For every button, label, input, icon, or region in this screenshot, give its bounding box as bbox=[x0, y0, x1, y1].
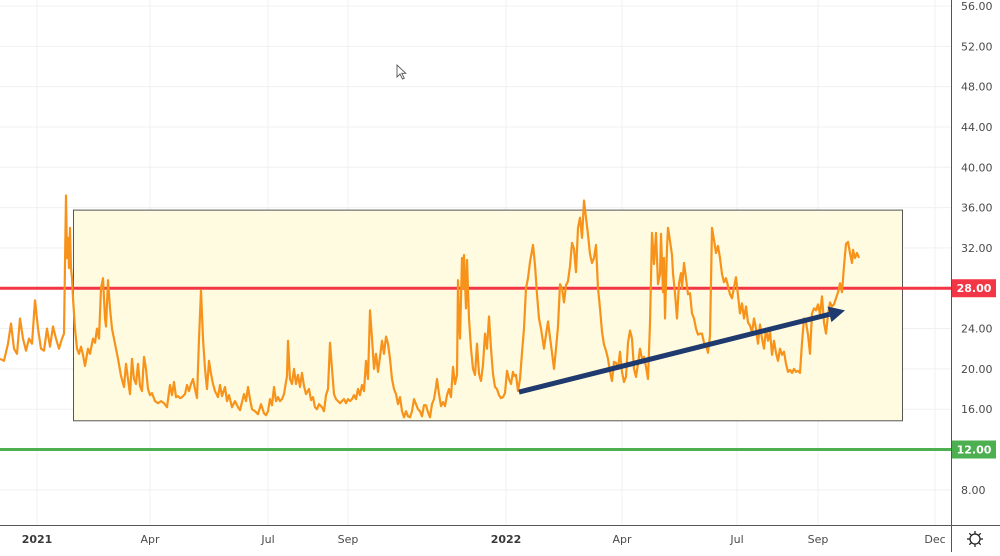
price-tick-label: 48.00 bbox=[961, 81, 993, 94]
resistance-price-badge bbox=[952, 279, 996, 298]
time-tick-label: Apr bbox=[612, 533, 632, 546]
price-tick-label: 52.00 bbox=[961, 40, 993, 53]
time-tick-label: Jul bbox=[260, 533, 274, 546]
time-tick-label: Sep bbox=[808, 533, 829, 546]
support-price-badge bbox=[952, 440, 996, 459]
price-badge-label: 28.00 bbox=[957, 282, 992, 295]
time-tick-label: Sep bbox=[338, 533, 359, 546]
time-tick-label: 2022 bbox=[491, 533, 522, 546]
price-tick-label: 8.00 bbox=[961, 484, 986, 497]
mouse-cursor-icon bbox=[396, 63, 407, 80]
range-rectangle[interactable] bbox=[73, 209, 903, 422]
time-axis[interactable]: 2021 Apr Jul Sep 2022 Apr Jul Sep Dec bbox=[22, 533, 946, 546]
time-tick-label: Dec bbox=[924, 533, 945, 546]
price-tick-label: 20.00 bbox=[961, 363, 993, 376]
price-tick-label: 36.00 bbox=[961, 202, 993, 215]
price-tick-label: 16.00 bbox=[961, 403, 993, 416]
price-series-line bbox=[0, 194, 861, 419]
price-tick-label: 44.00 bbox=[961, 121, 993, 134]
trend-arrow[interactable] bbox=[518, 306, 845, 395]
settings-gear-icon[interactable] bbox=[967, 531, 983, 547]
price-tick-label: 24.00 bbox=[961, 323, 993, 336]
price-tick-label: 32.00 bbox=[961, 242, 993, 255]
time-tick-label: Apr bbox=[140, 533, 160, 546]
price-badges: 28.00 12.00 bbox=[952, 279, 996, 459]
time-tick-label: Jul bbox=[729, 533, 743, 546]
price-badge-label: 12.00 bbox=[957, 444, 992, 457]
time-tick-label: 2021 bbox=[22, 533, 53, 546]
price-tick-label: 40.00 bbox=[961, 161, 993, 174]
price-axis[interactable]: 56.00 52.00 48.00 44.00 40.00 36.00 32.00 24.00… bbox=[961, 0, 993, 497]
price-tick-label: 56.00 bbox=[961, 0, 993, 13]
